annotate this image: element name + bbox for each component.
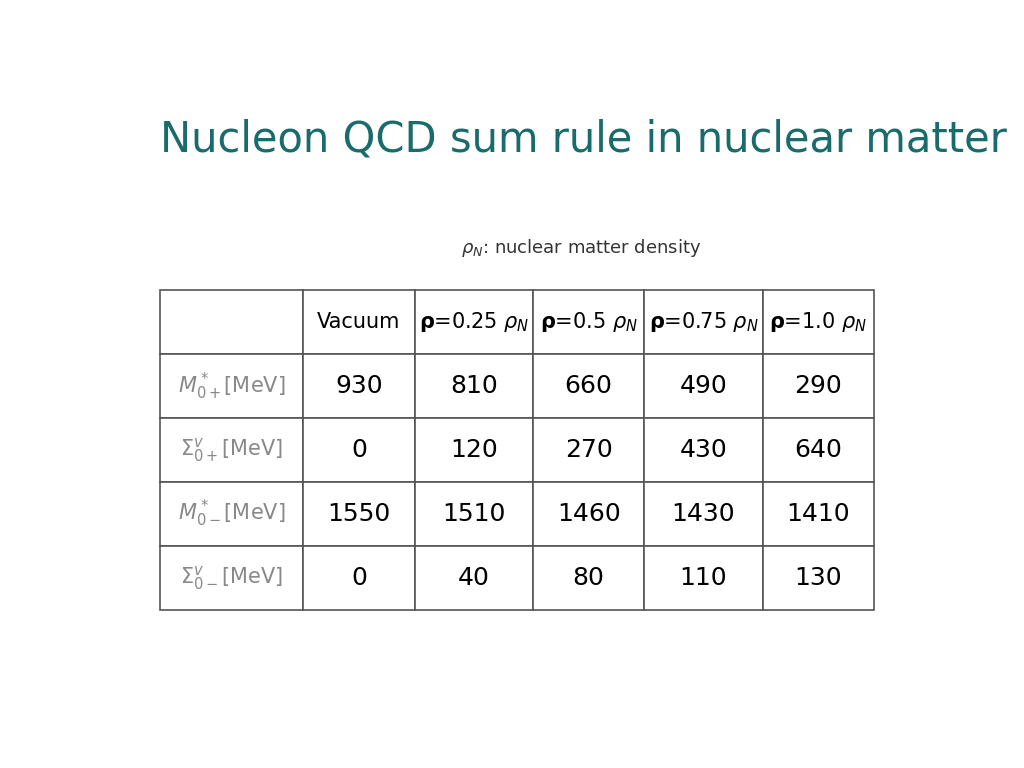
Bar (763, 546, 873, 610)
Bar (160, 546, 303, 610)
Bar (415, 354, 534, 418)
Text: $\Sigma^v_{0+}$[MeV]: $\Sigma^v_{0+}$[MeV] (180, 436, 283, 464)
Bar (415, 290, 534, 354)
Bar (303, 482, 415, 546)
Text: Nucleon QCD sum rule in nuclear matter: Nucleon QCD sum rule in nuclear matter (160, 119, 1007, 161)
Text: 80: 80 (572, 566, 604, 590)
Text: 1410: 1410 (786, 502, 850, 526)
Bar (763, 354, 873, 418)
Text: 1510: 1510 (442, 502, 506, 526)
Bar (160, 418, 303, 482)
Bar (763, 290, 873, 354)
Text: 270: 270 (565, 438, 612, 462)
Bar (415, 482, 534, 546)
Text: 660: 660 (564, 374, 612, 398)
Bar (644, 418, 763, 482)
Bar (534, 354, 644, 418)
Bar (534, 290, 644, 354)
Text: 810: 810 (450, 374, 498, 398)
Bar (644, 546, 763, 610)
Bar (303, 354, 415, 418)
Text: 0: 0 (351, 566, 367, 590)
Bar (303, 546, 415, 610)
Bar (644, 482, 763, 546)
Text: 120: 120 (450, 438, 498, 462)
Text: 1460: 1460 (557, 502, 621, 526)
Bar (644, 290, 763, 354)
Bar (644, 354, 763, 418)
Text: 430: 430 (680, 438, 727, 462)
Text: $\mathbf{\rho}$=0.5 $\rho_N$: $\mathbf{\rho}$=0.5 $\rho_N$ (540, 310, 638, 334)
Bar (303, 418, 415, 482)
Bar (534, 546, 644, 610)
Text: 130: 130 (795, 566, 842, 590)
Text: $\Sigma^v_{0-}$[MeV]: $\Sigma^v_{0-}$[MeV] (180, 564, 283, 591)
Bar (534, 418, 644, 482)
Bar (763, 482, 873, 546)
Bar (763, 418, 873, 482)
Text: 290: 290 (795, 374, 842, 398)
Bar (160, 354, 303, 418)
Text: $M^*_{0-}$[MeV]: $M^*_{0-}$[MeV] (178, 498, 286, 529)
Bar (303, 290, 415, 354)
Bar (160, 482, 303, 546)
Text: $\mathbf{\rho}$=1.0 $\rho_N$: $\mathbf{\rho}$=1.0 $\rho_N$ (769, 310, 867, 334)
Text: 1430: 1430 (672, 502, 735, 526)
Text: $\mathbf{\rho}$=0.75 $\rho_N$: $\mathbf{\rho}$=0.75 $\rho_N$ (648, 310, 759, 334)
Bar (415, 546, 534, 610)
Bar (534, 482, 644, 546)
Text: $M^*_{0+}$[MeV]: $M^*_{0+}$[MeV] (178, 370, 286, 402)
Text: $\mathbf{\rho}$=0.25 $\rho_N$: $\mathbf{\rho}$=0.25 $\rho_N$ (419, 310, 529, 334)
Text: 110: 110 (680, 566, 727, 590)
Text: 640: 640 (795, 438, 843, 462)
Text: 1550: 1550 (328, 502, 390, 526)
Text: 930: 930 (335, 374, 383, 398)
Text: Vacuum: Vacuum (317, 313, 400, 333)
Bar (160, 290, 303, 354)
Text: 0: 0 (351, 438, 367, 462)
Text: 490: 490 (680, 374, 727, 398)
Text: 40: 40 (458, 566, 489, 590)
Bar (415, 418, 534, 482)
Text: $\rho_N$: nuclear matter density: $\rho_N$: nuclear matter density (461, 237, 701, 259)
